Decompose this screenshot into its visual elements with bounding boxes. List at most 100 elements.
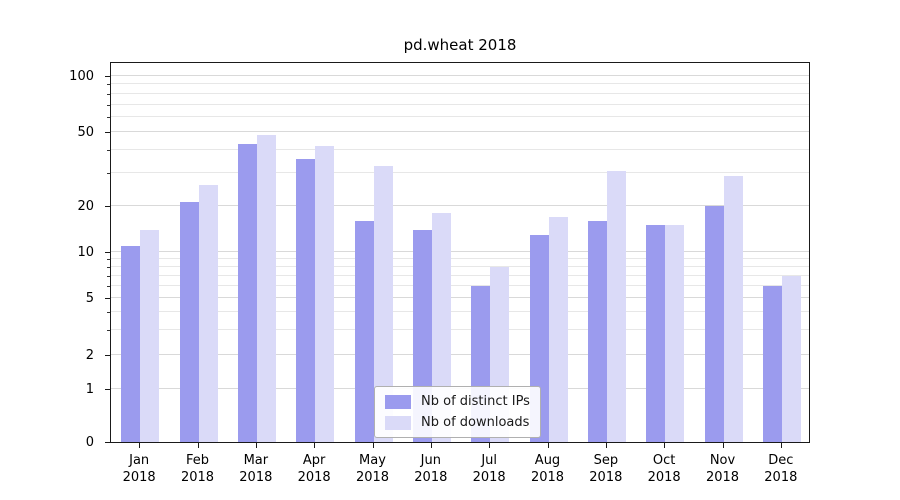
x-tick-label: Feb 2018	[163, 452, 233, 486]
y-axis: 0 1 2 5 10 20 50 100	[0, 62, 110, 450]
x-tick-month: Apr	[302, 453, 326, 468]
y-tick-label: 10	[77, 244, 94, 260]
gridline	[111, 148, 809, 150]
chart-title: pd.wheat 2018	[403, 36, 517, 54]
x-tick-month: Sep	[593, 453, 619, 468]
legend: Nb of distinct IPs Nb of downloads	[374, 386, 541, 438]
x-tick-month: Aug	[534, 453, 561, 468]
y-tick-label: 50	[77, 124, 94, 140]
bar-downloads	[431, 213, 451, 442]
y-minor-tick-mark	[107, 275, 110, 277]
gridline	[111, 116, 809, 118]
x-tick-label: Oct 2018	[629, 452, 699, 486]
bar-downloads	[373, 165, 393, 442]
x-tick-month: Jul	[481, 453, 497, 468]
x-tick-year: 2018	[180, 470, 215, 485]
x-tick-label: Nov 2018	[688, 452, 758, 486]
x-tick-mark	[489, 443, 491, 448]
gridline	[111, 92, 809, 94]
y-tick-mark	[105, 297, 110, 299]
x-tick-month: Feb	[185, 453, 210, 468]
y-tick-label: 0	[85, 435, 94, 450]
x-tick-label: Jun 2018	[396, 452, 466, 486]
y-tick-mark	[105, 206, 110, 208]
y-minor-tick-mark	[107, 149, 110, 151]
gridline	[111, 284, 809, 286]
x-tick-mark	[139, 443, 141, 448]
bar-downloads	[606, 170, 626, 442]
y-minor-tick-mark	[107, 173, 110, 175]
x-tick-month: Oct	[652, 453, 676, 468]
y-tick-mark	[105, 389, 110, 391]
y-tick-mark	[105, 251, 110, 253]
y-minor-tick-mark	[107, 311, 110, 313]
y-minor-tick-mark	[107, 329, 110, 331]
bar-distinct-ips	[179, 202, 199, 442]
gridline	[111, 83, 809, 85]
x-tick-mark	[605, 443, 607, 448]
x-tick-mark	[664, 443, 666, 448]
y-minor-tick-mark	[107, 285, 110, 287]
y-minor-tick-mark	[107, 258, 110, 260]
gridline	[111, 296, 809, 298]
x-tick-label: May 2018	[338, 452, 408, 486]
gridline	[111, 265, 809, 267]
bar-distinct-ips	[704, 206, 724, 442]
x-tick-year: 2018	[355, 470, 390, 485]
x-tick-mark	[430, 443, 432, 448]
y-minor-tick-mark	[107, 117, 110, 119]
y-tick-mark	[105, 131, 110, 133]
bar-downloads	[256, 135, 276, 442]
gridline	[111, 257, 809, 259]
gridline	[111, 310, 809, 312]
bar-distinct-ips	[762, 285, 782, 442]
bar-distinct-ips	[354, 220, 374, 442]
x-tick-mark	[547, 443, 549, 448]
bar-downloads	[198, 184, 218, 442]
x-tick-label: Mar 2018	[221, 452, 291, 486]
x-tick-mark	[372, 443, 374, 448]
x-tick-label: Jan 2018	[104, 452, 174, 486]
bar-distinct-ips	[646, 225, 666, 442]
x-tick-label: Apr 2018	[279, 452, 349, 486]
x-tick-month: Nov	[709, 453, 736, 468]
x-tick-label: Sep 2018	[571, 452, 641, 486]
y-tick-label: 100	[69, 68, 94, 84]
x-tick-label: Jul 2018	[454, 452, 524, 486]
y-tick-label: 20	[77, 199, 94, 215]
x-tick-month: Jun	[420, 453, 441, 468]
grid-layer	[111, 63, 809, 442]
x-tick-label: Dec 2018	[746, 452, 816, 486]
gridline	[111, 274, 809, 276]
legend-label: Nb of downloads	[421, 415, 530, 430]
x-tick-year: 2018	[297, 470, 331, 485]
x-tick-year: 2018	[122, 470, 156, 485]
bar-distinct-ips	[587, 220, 607, 442]
x-tick-year: 2018	[530, 470, 565, 485]
y-tick-mark	[105, 355, 110, 357]
gridline	[111, 74, 809, 76]
x-tick-year: 2018	[764, 470, 798, 485]
gridline	[111, 130, 809, 132]
y-tick-label: 2	[85, 348, 94, 364]
legend-swatch	[385, 415, 411, 430]
gridline	[111, 354, 809, 356]
x-tick-month: Dec	[768, 453, 794, 468]
bar-downloads	[723, 176, 743, 442]
x-tick-year: 2018	[589, 470, 623, 485]
bar-downloads	[781, 275, 801, 442]
y-tick-label: 1	[85, 382, 94, 398]
x-tick-mark	[197, 443, 199, 448]
y-tick-mark	[105, 442, 110, 443]
x-tick-month: May	[359, 453, 386, 468]
bar-downloads	[665, 225, 685, 442]
y-minor-tick-mark	[107, 104, 110, 106]
bar-downloads	[548, 216, 568, 442]
x-tick-year: 2018	[472, 470, 506, 485]
gridline	[111, 172, 809, 174]
x-tick-year: 2018	[705, 470, 740, 485]
legend-label: Nb of distinct IPs	[421, 394, 530, 409]
plot-area: Nb of distinct IPs Nb of downloads	[110, 62, 810, 443]
x-tick-month: Mar	[243, 453, 269, 468]
